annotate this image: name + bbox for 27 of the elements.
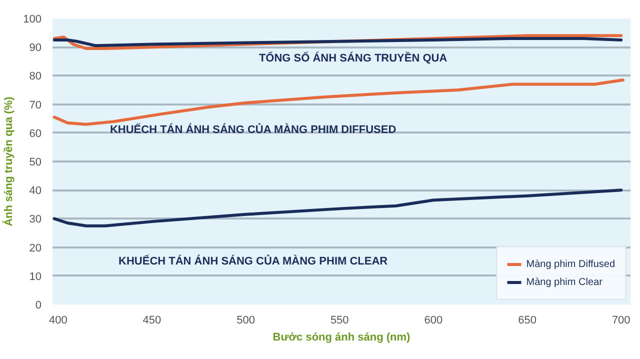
legend-label: Màng phim Diffused [526,258,615,270]
y-tick-label: 70 [29,99,42,112]
x-tick-label: 600 [424,314,443,326]
y-tick-label: 90 [29,42,42,54]
y-tick-label: 50 [29,156,42,168]
annotation: KHUẾCH TÁN ÁNH SÁNG CỦA MÀNG PHIM CLEAR [118,254,388,268]
y-tick-label: 10 [29,270,42,283]
x-axis-title: Bước sóng ánh sáng (nm) [272,332,411,344]
y-tick-label: 80 [29,70,42,83]
x-tick-label: 500 [236,314,255,326]
x-tick-label: 450 [142,314,162,326]
y-tick-label: 100 [23,14,42,26]
annotation: KHUẾCH TÁN ÁNH SÁNG CỦA MÀNG PHIM DIFFUSED [110,123,396,136]
y-tick-label: 40 [29,185,42,198]
line-series [52,37,623,48]
y-tick-label: 60 [29,128,42,140]
y-tick-label: 0 [35,300,42,312]
y-axis-title: Ánh sáng truyền qua (%) [2,96,16,226]
y-tick-label: 30 [29,214,42,226]
x-tick-label: 700 [612,314,630,326]
y-tick-label: 20 [29,242,42,254]
x-tick-label: 650 [518,314,536,326]
line-series [52,188,623,228]
legend-label: Màng phim Clear [526,276,602,288]
x-tick-label: 550 [330,314,349,326]
x-tick-label: 400 [48,314,68,326]
annotation: TỔNG SỐ ÁNH SÁNG TRUYỀN QUA [258,52,448,65]
